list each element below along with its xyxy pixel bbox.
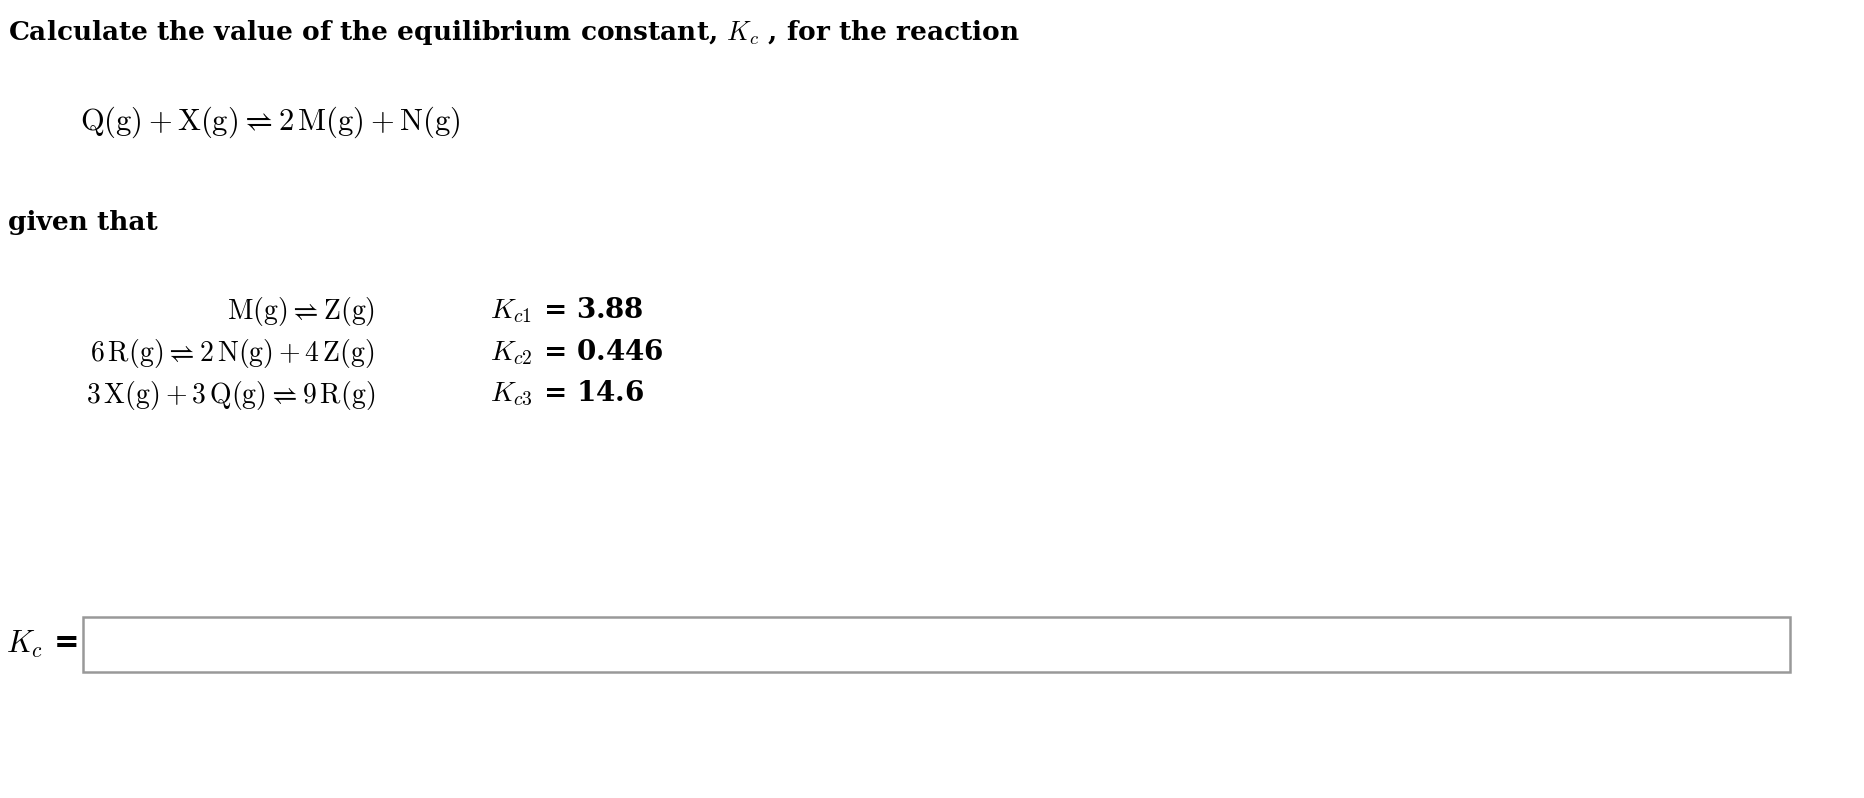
Text: $\mathrm{3\,X(g) + 3\,Q(g) \rightleftharpoons 9\,R(g)}$: $\mathrm{3\,X(g) + 3\,Q(g) \rightlefthar…	[86, 379, 375, 412]
Text: Calculate the value of the equilibrium constant, $K_c$ , for the reaction: Calculate the value of the equilibrium c…	[7, 18, 1020, 47]
Text: $\mathrm{6\,R(g) \rightleftharpoons 2\,N(g) + 4\,Z(g)}$: $\mathrm{6\,R(g) \rightleftharpoons 2\,N…	[91, 337, 375, 370]
FancyBboxPatch shape	[84, 617, 1789, 672]
Text: $K_c$ =: $K_c$ =	[6, 629, 78, 660]
Text: $K_{c2}$ = 0.446: $K_{c2}$ = 0.446	[490, 337, 664, 367]
Text: $K_{c1}$ = 3.88: $K_{c1}$ = 3.88	[490, 295, 643, 325]
Text: $\mathrm{M(g) \rightleftharpoons Z(g)}$: $\mathrm{M(g) \rightleftharpoons Z(g)}$	[227, 295, 375, 328]
Text: $\mathrm{Q(g) + X(g) \rightleftharpoons 2\,M(g) + N(g)}$: $\mathrm{Q(g) + X(g) \rightleftharpoons …	[80, 105, 460, 140]
Text: $K_{c3}$ = 14.6: $K_{c3}$ = 14.6	[490, 379, 645, 408]
Text: given that: given that	[7, 210, 158, 235]
